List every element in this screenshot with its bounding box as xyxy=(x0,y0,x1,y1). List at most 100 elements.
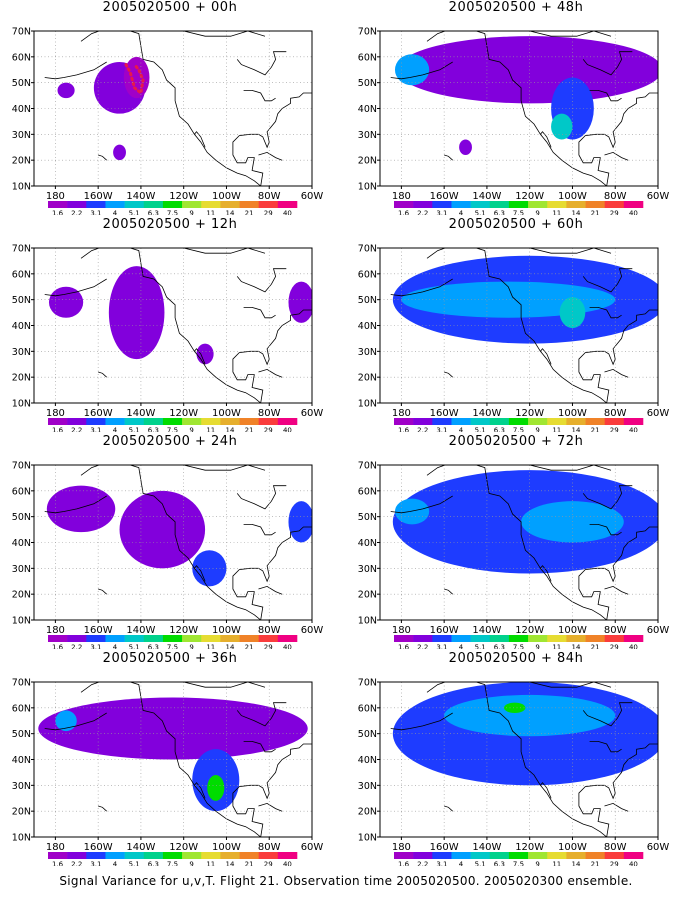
x-tick-label: 120W xyxy=(169,191,198,202)
y-tick-label: 20N xyxy=(358,373,377,384)
y-tick-label: 70N xyxy=(12,461,31,472)
shaded-field xyxy=(390,682,658,837)
y-tick-label: 30N xyxy=(12,347,31,358)
colorbar-swatch xyxy=(451,201,471,208)
colorbar-label: 29 xyxy=(264,427,273,433)
plot-frame xyxy=(33,30,313,187)
x-tick-label: 160W xyxy=(84,408,113,419)
coastline xyxy=(183,31,266,37)
colorbar-swatch xyxy=(394,201,414,208)
coastline xyxy=(589,524,622,536)
colorbar: 1.6 2.2 3.1 4 5.1 6.3 7.5 9 11 14 21 29 40 xyxy=(394,635,644,650)
colorbar-label: 40 xyxy=(629,210,638,216)
y-tick-label: 70N xyxy=(12,244,31,255)
variance-blob xyxy=(459,139,472,155)
colorbar-swatch xyxy=(67,418,87,425)
coastline xyxy=(444,371,453,378)
x-tick-label: 160W xyxy=(84,842,113,853)
coastline xyxy=(232,92,312,186)
variance-blob xyxy=(123,56,150,99)
coastline xyxy=(258,585,283,595)
y-tick-label: 60N xyxy=(12,486,31,497)
y-tick-label: 40N xyxy=(12,755,31,766)
y-tick-label: 60N xyxy=(12,52,31,63)
panel-48h: 2005020500 + 48h 180 160W 140W 120W 100W 80W 6… xyxy=(346,0,686,215)
colorbar-swatch xyxy=(604,635,625,642)
y-tick-label: 40N xyxy=(12,538,31,549)
y-tick-label: 30N xyxy=(358,347,377,358)
colorbar: 1.6 2.2 3.1 4 5.1 6.3 7.5 9 11 14 21 29 40 xyxy=(394,852,644,867)
coastline xyxy=(243,741,276,753)
colorbar-label: 6.3 xyxy=(148,427,159,433)
colorbar-label: 21 xyxy=(245,861,254,867)
x-tick-label: 180 xyxy=(46,408,65,419)
colorbar-label: 14 xyxy=(226,427,235,433)
colorbar: 1.6 2.2 3.1 4 5.1 6.3 7.5 9 11 14 21 29 40 xyxy=(394,201,644,216)
coastline xyxy=(98,154,107,161)
colorbar-label: 1.6 xyxy=(398,861,410,867)
colorbar-swatch xyxy=(258,418,279,425)
x-tick-label: 180 xyxy=(46,842,65,853)
y-tick-label: 40N xyxy=(12,104,31,115)
y-tick-label: 70N xyxy=(358,27,377,38)
x-tick-label: 160W xyxy=(430,408,459,419)
colorbar-label: 7.5 xyxy=(513,427,524,433)
y-tick-label: 50N xyxy=(12,295,31,306)
colorbar-label: 14 xyxy=(226,861,235,867)
coastline xyxy=(529,682,612,688)
x-tick-label: 140W xyxy=(472,191,501,202)
y-tick-label: 40N xyxy=(12,321,31,332)
colorbar-swatch xyxy=(470,201,491,208)
colorbar-label: 14 xyxy=(572,427,581,433)
colorbar: 1.6 2.2 3.1 4 5.1 6.3 7.5 9 11 14 21 29 40 xyxy=(48,201,298,216)
y-tick-label: 40N xyxy=(358,755,377,766)
colorbar-swatch xyxy=(67,201,87,208)
colorbar-swatch xyxy=(547,635,567,642)
colorbar-swatch xyxy=(566,201,586,208)
variance-blob xyxy=(38,697,308,760)
x-tick-label: 60W xyxy=(647,625,670,636)
colorbar-label: 1.6 xyxy=(398,210,410,216)
coastline xyxy=(98,588,107,595)
y-tick-label: 20N xyxy=(12,807,31,818)
shaded-field xyxy=(44,465,312,620)
colorbar-swatch xyxy=(604,418,625,425)
variance-blob xyxy=(108,266,165,360)
coastline xyxy=(98,805,107,812)
map-plot: 180 160W 140W 120W 100W 80W 60W 10N 20N 30N 40N 50N… xyxy=(358,461,670,650)
variance-blob xyxy=(288,281,312,323)
coastline xyxy=(236,702,287,727)
x-tick-label: 60W xyxy=(647,191,670,202)
colorbar: 1.6 2.2 3.1 4 5.1 6.3 7.5 9 11 14 21 29 40 xyxy=(48,852,298,867)
colorbar-label: 9 xyxy=(189,644,193,650)
colorbar-label: 6.3 xyxy=(148,644,159,650)
colorbar-swatch xyxy=(413,635,433,642)
colorbar: 1.6 2.2 3.1 4 5.1 6.3 7.5 9 11 14 21 29 40 xyxy=(48,418,298,433)
colorbar-label: 2.2 xyxy=(417,644,428,650)
colorbar-swatch xyxy=(105,635,125,642)
colorbar-swatch xyxy=(143,201,164,208)
colorbar-label: 6.3 xyxy=(494,861,505,867)
map-plot: 180 160W 140W 120W 100W 80W 60W 10N 20N 30N 40N 50N… xyxy=(12,461,324,650)
coastline xyxy=(236,268,287,293)
colorbar-swatch xyxy=(585,201,605,208)
x-tick-label: 140W xyxy=(472,625,501,636)
y-tick-label: 50N xyxy=(358,729,377,740)
y-tick-label: 20N xyxy=(12,590,31,601)
coastline xyxy=(44,61,107,80)
colorbar-label: 4 xyxy=(113,427,118,433)
coastline xyxy=(582,268,633,293)
colorbar: 1.6 2.2 3.1 4 5.1 6.3 7.5 9 11 14 21 29 40 xyxy=(394,418,644,433)
colorbar-label: 1.6 xyxy=(52,210,64,216)
colorbar-swatch xyxy=(86,852,106,859)
x-tick-label: 100W xyxy=(212,842,241,853)
colorbar-swatch xyxy=(489,852,510,859)
colorbar-swatch xyxy=(86,418,106,425)
colorbar-swatch xyxy=(277,418,298,425)
y-tick-label: 10N xyxy=(12,616,31,627)
colorbar-label: 11 xyxy=(206,644,215,650)
x-tick-label: 100W xyxy=(558,191,587,202)
x-tick-label: 60W xyxy=(301,625,324,636)
colorbar-label: 21 xyxy=(245,210,254,216)
colorbar-swatch xyxy=(528,201,548,208)
